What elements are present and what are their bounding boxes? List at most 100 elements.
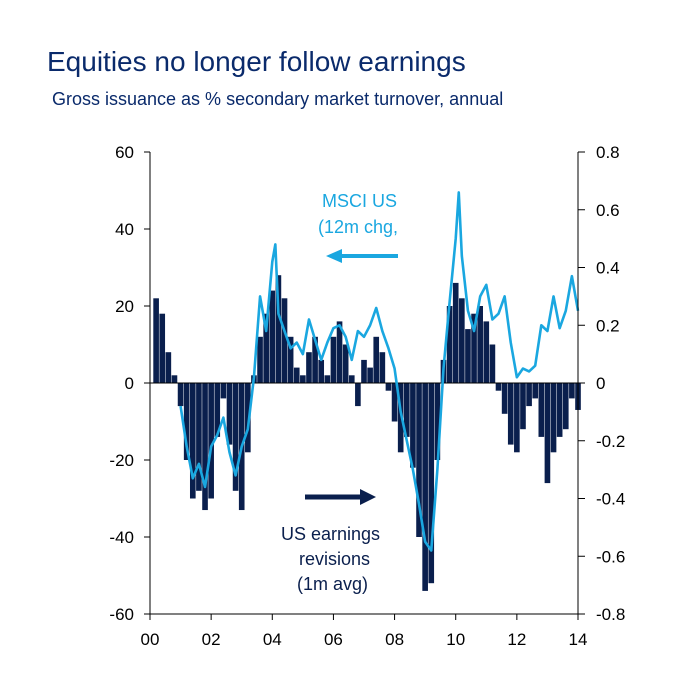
earnings-bar — [336, 321, 343, 383]
left-tick-label: 0 — [125, 374, 134, 393]
chart-subtitle: Gross issuance as % secondary market tur… — [52, 89, 504, 109]
msci-annotation-line1: MSCI US — [322, 191, 397, 211]
earnings-bar — [171, 375, 178, 383]
right-tick-label: -0.6 — [596, 547, 625, 566]
right-tick-label: 0.6 — [596, 201, 620, 220]
earnings-annotation-line2: revisions — [299, 549, 370, 569]
earnings-bar — [263, 313, 269, 383]
left-tick-label: 20 — [115, 297, 134, 316]
earnings-bar — [300, 375, 306, 383]
earnings-bar — [434, 383, 441, 460]
earnings-bar — [514, 383, 520, 453]
earnings-bar — [526, 383, 532, 407]
left-tick-label: -20 — [109, 451, 134, 470]
earnings-bar — [550, 383, 557, 453]
earnings-bar — [477, 306, 483, 383]
earnings-bar — [232, 383, 239, 491]
x-tick-label: 12 — [507, 630, 526, 649]
earnings-bar — [214, 383, 221, 437]
left-tick-label: 40 — [115, 220, 134, 239]
left-tick-label: -40 — [109, 528, 134, 547]
right-tick-label: 0.2 — [596, 316, 620, 335]
x-tick-label: 04 — [263, 630, 282, 649]
right-tick-label: -0.2 — [596, 432, 625, 451]
earnings-bar — [471, 313, 477, 383]
msci-annotation-line2: (12m chg, — [318, 217, 398, 237]
earnings-bar — [348, 375, 355, 383]
earnings-bar — [379, 352, 386, 383]
earnings-bar — [483, 321, 490, 383]
earnings-bar — [281, 298, 288, 383]
left-tick-label: -60 — [109, 605, 134, 624]
earnings-bar — [520, 383, 526, 430]
earnings-bar — [569, 383, 575, 399]
chart-title: Equities no longer follow earnings — [47, 46, 466, 77]
earnings-bar — [202, 383, 208, 511]
earnings-bar — [410, 383, 416, 468]
earnings-arrow-icon — [305, 489, 376, 505]
earnings-bar — [538, 383, 545, 437]
earnings-bar — [507, 383, 514, 445]
earnings-bar — [159, 313, 166, 383]
earnings-annotation-line1: US earnings — [281, 524, 380, 544]
right-axis-ticks: 0.8 0.6 0.4 0.2 0 -0.2 -0.4 -0.6 -0.8 — [578, 143, 625, 624]
right-tick-label: -0.4 — [596, 490, 625, 509]
earnings-bar — [189, 383, 196, 499]
earnings-bar — [318, 359, 325, 383]
left-tick-label: 60 — [115, 143, 134, 162]
earnings-bar — [403, 383, 410, 437]
earnings-bar — [416, 383, 422, 537]
right-tick-label: -0.8 — [596, 605, 625, 624]
earnings-bar — [465, 329, 471, 383]
earnings-bar — [391, 383, 398, 422]
earnings-bar — [385, 383, 392, 391]
left-axis-ticks: 60 40 20 0 -20 -40 -60 — [109, 143, 150, 624]
x-tick-label: 02 — [202, 630, 221, 649]
earnings-bar — [177, 383, 184, 407]
x-tick-label: 00 — [141, 630, 160, 649]
earnings-bar — [245, 383, 251, 453]
earnings-bar — [165, 352, 172, 383]
x-tick-label: 14 — [569, 630, 588, 649]
earnings-bar — [373, 336, 380, 383]
earnings-revisions-bars — [153, 275, 581, 591]
earnings-bar — [183, 383, 190, 460]
earnings-bar — [367, 367, 373, 383]
x-axis-ticks: 00 02 04 06 08 10 12 14 — [141, 614, 588, 649]
right-tick-label: 0.4 — [596, 259, 620, 278]
right-tick-label: 0 — [596, 374, 605, 393]
earnings-bar — [532, 383, 539, 399]
earnings-bar — [226, 383, 233, 445]
earnings-bar — [501, 383, 508, 414]
earnings-bar — [544, 383, 551, 484]
earnings-bar — [422, 383, 428, 591]
earnings-bar — [196, 383, 202, 491]
earnings-bar — [312, 336, 318, 383]
earnings-annotation-line3: (1m avg) — [297, 574, 368, 594]
x-tick-label: 06 — [324, 630, 343, 649]
earnings-bar — [306, 352, 312, 383]
earnings-bar — [153, 298, 159, 383]
earnings-bar — [361, 359, 367, 383]
earnings-bar — [446, 306, 453, 383]
earnings-bar — [287, 336, 294, 383]
earnings-bar — [220, 383, 227, 399]
earnings-bar — [452, 282, 459, 383]
earnings-bar — [330, 336, 337, 383]
earnings-bar — [495, 383, 502, 391]
x-tick-label: 08 — [385, 630, 404, 649]
earnings-bar — [489, 344, 496, 383]
earnings-bar — [208, 383, 214, 499]
earnings-bar — [324, 375, 331, 383]
earnings-bar — [342, 344, 349, 383]
earnings-bar — [257, 336, 263, 383]
earnings-bar — [459, 298, 465, 383]
x-tick-label: 10 — [446, 630, 465, 649]
earnings-bar — [355, 383, 361, 407]
msci-us-line — [179, 191, 580, 552]
earnings-bar — [562, 383, 569, 430]
earnings-bar — [428, 383, 435, 584]
msci-arrow-icon — [326, 249, 398, 263]
right-tick-label: 0.8 — [596, 143, 620, 162]
